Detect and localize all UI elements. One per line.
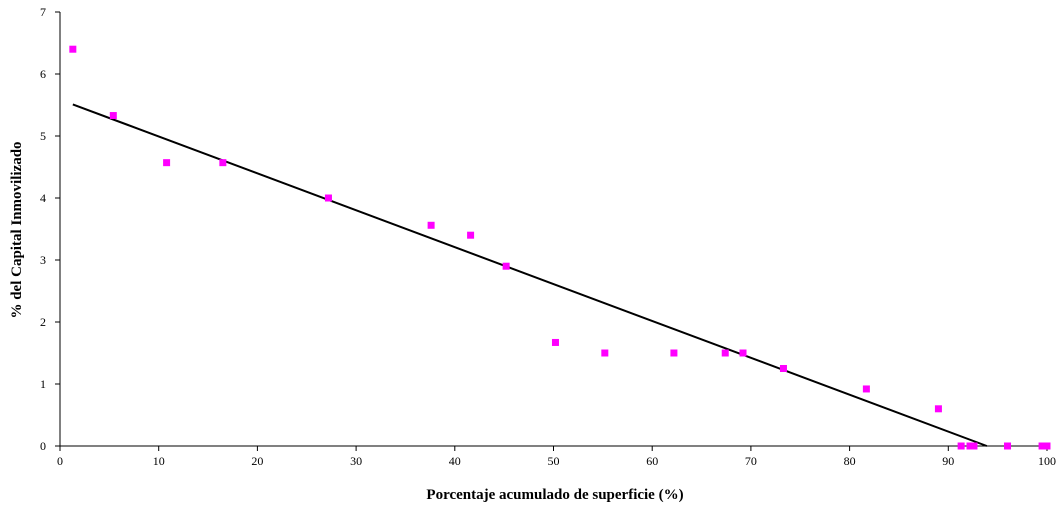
data-point xyxy=(970,442,978,450)
data-point xyxy=(1038,442,1046,450)
x-tick-label: 0 xyxy=(57,454,63,468)
x-tick-label: 60 xyxy=(646,454,658,468)
data-point xyxy=(219,159,227,167)
trendline xyxy=(72,103,988,447)
data-point xyxy=(721,349,729,357)
data-point xyxy=(966,442,974,450)
y-tick-label: 5 xyxy=(40,129,46,143)
y-tick-label: 3 xyxy=(40,253,46,267)
data-point xyxy=(1004,442,1012,450)
x-tick-label: 20 xyxy=(251,454,263,468)
data-point xyxy=(467,231,475,239)
data-point xyxy=(551,338,559,346)
x-tick-label: 10 xyxy=(153,454,165,468)
x-tick-label: 70 xyxy=(745,454,757,468)
y-tick-label: 4 xyxy=(40,191,46,205)
x-tick-label: 90 xyxy=(942,454,954,468)
y-tick-label: 7 xyxy=(40,5,46,19)
data-point xyxy=(324,194,332,202)
data-point xyxy=(69,45,77,53)
data-point xyxy=(427,221,435,229)
x-tick-label: 50 xyxy=(548,454,560,468)
y-tick-label: 2 xyxy=(40,315,46,329)
x-tick-label: 30 xyxy=(350,454,362,468)
data-point xyxy=(670,349,678,357)
x-tick-label: 40 xyxy=(449,454,461,468)
data-point xyxy=(779,365,787,372)
y-axis-title: % del Capital Inmovilizado xyxy=(9,141,25,318)
data-point xyxy=(862,385,870,393)
y-tick-label: 6 xyxy=(40,67,46,81)
data-point xyxy=(934,405,942,413)
data-point xyxy=(957,442,965,450)
plot-area: 0 10 20 30 40 50 60 70 80 90 100 0 1 2 3 4 5 6 7 xyxy=(40,5,1056,468)
data-point xyxy=(1043,442,1051,450)
x-tick-label: 100 xyxy=(1038,454,1056,468)
y-tick-label: 1 xyxy=(40,377,46,391)
x-axis-title: Porcentaje acumulado de superficie (%) xyxy=(426,487,683,503)
data-point xyxy=(601,349,609,357)
data-point xyxy=(502,262,510,270)
data-point xyxy=(109,112,117,120)
y-tick-label: 0 xyxy=(40,439,46,453)
data-point xyxy=(739,349,747,357)
data-point xyxy=(163,159,171,167)
x-tick-label: 80 xyxy=(844,454,856,468)
